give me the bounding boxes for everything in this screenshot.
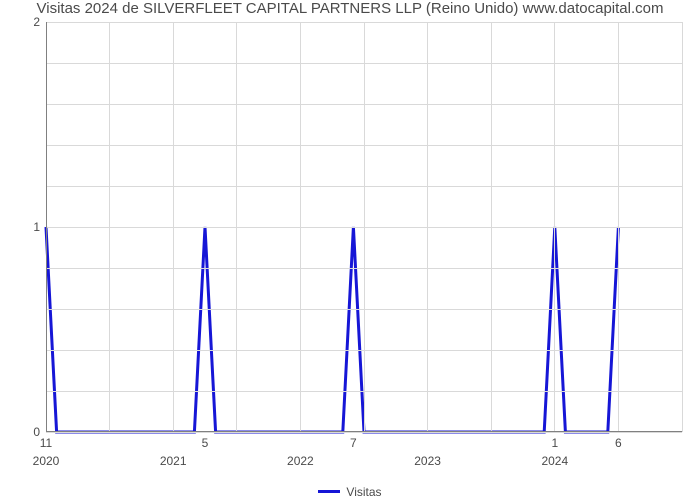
gridline-vertical [682, 22, 683, 432]
x-value-label: 1 [551, 432, 558, 450]
gridline-vertical [173, 22, 174, 432]
y-tick-label: 1 [10, 220, 46, 234]
series-line [46, 227, 618, 432]
x-value-label: 11 [40, 432, 52, 450]
plot-area: 01220202021202220232024115716 [46, 22, 682, 432]
chart-title: Visitas 2024 de SILVERFLEET CAPITAL PART… [0, 0, 700, 17]
legend-item: Visitas [318, 485, 381, 499]
legend-label: Visitas [346, 485, 381, 499]
chart-container: Visitas 2024 de SILVERFLEET CAPITAL PART… [0, 0, 700, 500]
gridline-vertical [109, 22, 110, 432]
x-major-tick-label: 2023 [414, 432, 441, 468]
legend-swatch [318, 490, 340, 493]
legend: Visitas [0, 480, 700, 499]
gridline-vertical [491, 22, 492, 432]
x-value-label: 6 [615, 432, 622, 450]
gridline-vertical [554, 22, 555, 432]
gridline-vertical [236, 22, 237, 432]
gridline-vertical [300, 22, 301, 432]
gridline-vertical [618, 22, 619, 432]
gridline-vertical [364, 22, 365, 432]
axis-bottom [46, 431, 682, 432]
y-tick-label: 2 [10, 15, 46, 29]
x-major-tick-label: 2021 [160, 432, 187, 468]
x-value-label: 7 [350, 432, 357, 450]
axis-left [46, 22, 47, 432]
gridline-vertical [427, 22, 428, 432]
x-value-label: 5 [202, 432, 209, 450]
x-major-tick-label: 2022 [287, 432, 314, 468]
